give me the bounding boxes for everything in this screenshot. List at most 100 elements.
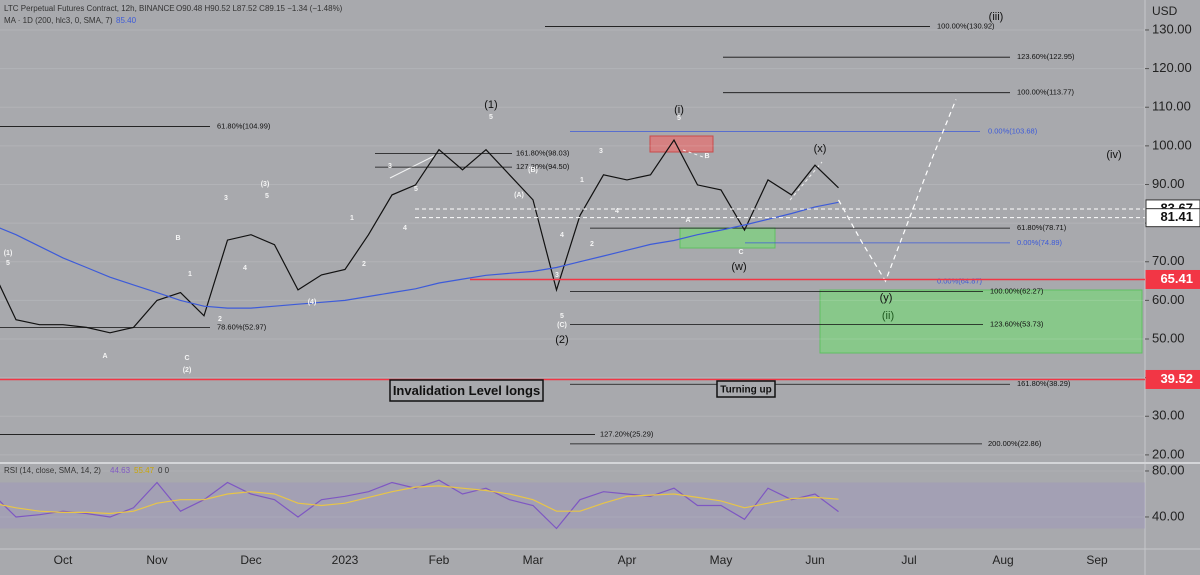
- rsi-ma-value: 55.47: [134, 466, 155, 475]
- x-tick-label: 2023: [332, 553, 359, 567]
- fib-label: 61.80%(104.99): [217, 122, 271, 131]
- wave-label: 5: [677, 115, 681, 122]
- x-tick-label: Oct: [54, 553, 73, 567]
- rsi-legend: RSI (14, close, SMA, 14, 2): [4, 466, 101, 475]
- ohlc: O90.48 H90.52 L87.52 C89.15 −1.34 (−1.48…: [176, 4, 343, 13]
- y-tick-label: 50.00: [1152, 330, 1185, 345]
- fib-label: 200.00%(22.86): [988, 439, 1042, 448]
- y-tick-label: 90.00: [1152, 176, 1185, 191]
- wave-label: 3: [599, 148, 603, 155]
- x-tick-label: Aug: [992, 553, 1013, 567]
- ma-legend: MA · 1D (200, hlc3, 0, SMA, 7): [4, 16, 113, 25]
- fib-label: 123.60%(122.95): [1017, 52, 1075, 61]
- wave-label: B: [704, 153, 709, 160]
- y-tick-label: 130.00: [1152, 21, 1192, 36]
- annotation-text: Turning up: [720, 385, 771, 396]
- chart-title: LTC Perpetual Futures Contract, 12h, BIN…: [4, 4, 175, 13]
- y-tick-label: 30.00: [1152, 408, 1185, 423]
- wave-label: (1): [484, 99, 497, 111]
- wave-label: 5: [265, 193, 269, 200]
- price-tag: [1145, 208, 1200, 228]
- wave-label: 5: [489, 114, 493, 121]
- x-tick-label: Nov: [146, 553, 167, 567]
- price-tag-label: 65.41: [1160, 271, 1193, 286]
- wave-label: (B): [528, 167, 538, 174]
- price-tag: [1145, 269, 1200, 289]
- wave-label: 2: [362, 261, 366, 268]
- x-tick-label: Feb: [429, 553, 450, 567]
- price-tag-label: 39.52: [1160, 371, 1193, 386]
- series-line: [0, 485, 839, 515]
- rsi-status: 0 0: [158, 466, 170, 475]
- wave-label: 4: [615, 208, 619, 215]
- y-tick-label: 110.00: [1152, 99, 1191, 114]
- fib-label: 161.80%(38.29): [1017, 379, 1071, 388]
- series-line: [837, 99, 957, 283]
- y-tick-label: 70.00: [1152, 253, 1185, 268]
- y-tick-label: 20.00: [1152, 446, 1185, 461]
- fib-label: 78.60%(52.97): [217, 323, 267, 332]
- wave-label: (w): [731, 261, 746, 273]
- target-zone: [679, 227, 776, 249]
- wave-label: 5: [560, 313, 564, 320]
- wave-label: (y): [880, 292, 893, 304]
- wave-label: (iii): [989, 11, 1004, 23]
- wave-label: (A): [514, 192, 524, 199]
- fib-label: 127.20%(94.50): [516, 162, 570, 171]
- wave-label: (2): [183, 367, 192, 374]
- x-tick-label: Sep: [1086, 553, 1108, 567]
- fib-label: 127.20%(25.29): [600, 429, 654, 438]
- wave-label: 1: [580, 177, 584, 184]
- fib-label: 61.80%(78.71): [1017, 223, 1067, 232]
- x-tick-label: Dec: [240, 553, 261, 567]
- wave-label: 5: [414, 186, 418, 193]
- wave-label: 3: [224, 195, 228, 202]
- x-tick-label: Jun: [805, 553, 824, 567]
- fib-label: 161.80%(98.03): [516, 148, 570, 157]
- currency: USD: [1152, 4, 1178, 18]
- fib-label: 0.00%(103.68): [988, 127, 1038, 136]
- wave-label: 2: [218, 316, 222, 323]
- y-tick-label: 60.00: [1152, 292, 1185, 307]
- series-line: [0, 201, 839, 309]
- wave-label: (iv): [1106, 149, 1121, 161]
- wave-label: 2: [590, 241, 594, 248]
- wave-label: (i): [674, 104, 684, 116]
- wave-label: 1: [350, 215, 354, 222]
- x-tick-label: Apr: [618, 553, 637, 567]
- x-tick-label: Jul: [901, 553, 916, 567]
- wave-label: (C): [557, 322, 567, 329]
- resistance-zone: [649, 135, 714, 153]
- annotation-box: [389, 379, 544, 402]
- fib-label: 123.60%(53.73): [990, 320, 1044, 329]
- wave-label: 1: [188, 271, 192, 278]
- x-tick-label: May: [710, 553, 733, 567]
- wave-label: C: [184, 355, 189, 362]
- wave-label: (2): [555, 334, 568, 346]
- price-tag: [1145, 369, 1200, 389]
- annotation-text: Invalidation Level longs: [393, 383, 540, 398]
- wave-label: 4: [403, 225, 407, 232]
- price-tag-label: 81.41: [1160, 209, 1193, 224]
- fib-label: 100.00%(113.77): [1017, 88, 1074, 97]
- rsi-band: [0, 482, 1145, 529]
- y-tick-label: 40.00: [1152, 508, 1185, 523]
- wave-label: A: [102, 353, 107, 360]
- wave-label: (1): [4, 250, 13, 257]
- fib-label: 0.00%(74.89): [1017, 238, 1063, 247]
- wave-label: (ii): [882, 310, 894, 322]
- wave-label: (x): [814, 143, 827, 155]
- wave-label: 4: [560, 232, 564, 239]
- wave-label: (3): [261, 181, 270, 188]
- wave-line: [682, 149, 707, 159]
- ma-value: 85.40: [116, 16, 137, 25]
- wave-label: 3: [555, 272, 559, 279]
- y-tick-label: 120.00: [1152, 60, 1192, 75]
- fib-label: 0.00%(64.87): [937, 277, 983, 286]
- series-line: [0, 479, 839, 530]
- y-tick-label: 80.00: [1152, 462, 1185, 477]
- wave-label: (4): [308, 299, 317, 306]
